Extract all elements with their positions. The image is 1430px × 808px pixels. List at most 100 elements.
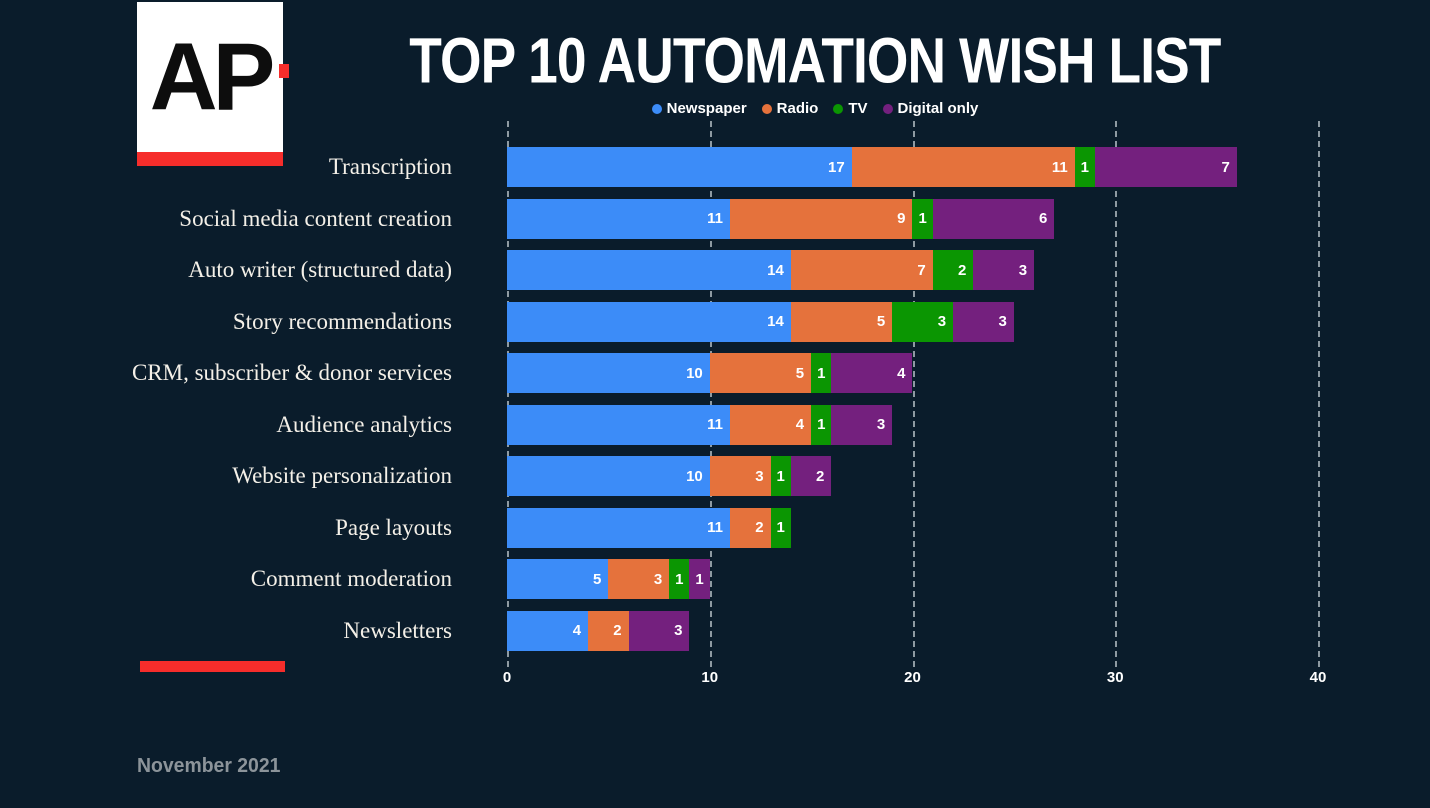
- bar-segment-radio: 3: [709, 456, 771, 496]
- bar-segment-tv: 3: [892, 301, 954, 342]
- category-label-newsletters: Newsletters: [343, 617, 452, 643]
- gridline-10: [709, 121, 712, 667]
- bar-row-newsletters: 4 2 3: [507, 610, 1318, 651]
- gridline-0: [507, 121, 509, 667]
- bar-value-label: 4: [897, 364, 906, 382]
- bar-value-label: 10: [686, 364, 703, 382]
- bar-value-label: 2: [613, 622, 622, 639]
- bar-value-label: 1: [1080, 158, 1089, 176]
- bar-segment-radio: 11: [851, 147, 1075, 187]
- category-label-website-personalization: Website personalization: [232, 463, 452, 488]
- bar-value-label: 3: [1018, 261, 1028, 279]
- bar-value-label: 2: [957, 261, 967, 279]
- red-underline: [140, 661, 285, 672]
- x-tick-label-20: 20: [904, 669, 921, 686]
- bar-value-label: 9: [897, 210, 906, 227]
- x-tick-label-0: 0: [502, 669, 512, 686]
- bar-value-label: 1: [918, 210, 927, 227]
- bar-segment-tv: 1: [1074, 147, 1095, 187]
- bar-value-label: 6: [1039, 210, 1048, 227]
- ap-logo-text: AP: [149, 22, 276, 131]
- bar-value-label: 3: [653, 570, 663, 588]
- ap-logo-red-notch: [279, 64, 289, 78]
- bar-value-label: 1: [817, 364, 826, 382]
- bar-value-label: 1: [817, 416, 826, 433]
- bar-segment-radio: 5: [709, 353, 812, 393]
- bar-segment-tv: 1: [770, 456, 791, 496]
- bar-value-label: 1: [776, 519, 785, 536]
- gridline-40: [1318, 121, 1320, 667]
- bar-segment-radio: 5: [790, 301, 893, 342]
- category-label-page-layouts: Page layouts: [335, 514, 452, 540]
- bar-segment-newspaper: 10: [507, 456, 710, 496]
- legend-item-digital-only: Digital only: [882, 100, 978, 117]
- bar-segment-newspaper: 14: [507, 301, 791, 342]
- bar-row-social-media-content-creation: 11 9 1 6: [507, 198, 1318, 239]
- bar-segment-newspaper: 4: [507, 610, 589, 651]
- legend: Newspaper Radio TV Digital only: [285, 100, 1345, 117]
- bar-segment-radio: 3: [608, 559, 670, 599]
- category-label-story-recommendations: Story recommendations: [232, 308, 452, 334]
- bar-value-label: 2: [755, 519, 764, 536]
- bar-segment-newspaper: 11: [507, 507, 731, 548]
- header: TOP 10 AUTOMATION WISH LIST Newspaper Rad…: [285, 24, 1345, 117]
- bar-value-label: 4: [572, 622, 582, 639]
- bar-segment-newspaper: 17: [507, 147, 852, 187]
- bar-value-label: 1: [695, 570, 704, 588]
- bar-value-label: 1: [776, 467, 785, 485]
- bar-segment-digital-only: 6: [932, 198, 1055, 239]
- bar-value-label: 7: [1221, 158, 1230, 176]
- category-label-comment-moderation: Comment moderation: [250, 566, 452, 591]
- bar-segment-newspaper: 11: [507, 198, 731, 239]
- ap-logo: AP: [137, 2, 289, 166]
- bar-segment-digital-only: 3: [831, 404, 893, 445]
- bar-segment-digital-only: 1: [689, 559, 710, 599]
- bar-value-label: 11: [707, 519, 724, 536]
- bar-segment-digital-only: 3: [973, 250, 1035, 290]
- bar-segment-radio: 9: [730, 198, 913, 239]
- bar-value-label: 7: [917, 261, 926, 279]
- bar-segment-newspaper: 14: [507, 250, 791, 290]
- bar-value-label: 4: [795, 416, 805, 433]
- bar-segment-digital-only: 7: [1094, 147, 1237, 187]
- bar-value-label: 5: [593, 570, 602, 588]
- x-tick-label-40: 40: [1309, 669, 1327, 686]
- bar-value-label: 3: [876, 416, 886, 433]
- bar-row-website-personalization: 10 3 1 2: [507, 456, 1318, 496]
- legend-label: TV: [848, 100, 868, 117]
- legend-item-tv: TV: [833, 100, 868, 117]
- chart-title: TOP 10 AUTOMATION WISH LIST: [409, 25, 1221, 97]
- category-label-social-media-content-creation: Social media content creation: [179, 205, 452, 231]
- bar-segment-tv: 1: [770, 507, 791, 548]
- category-label-audience-analytics: Audience analytics: [276, 411, 452, 437]
- bar-segment-radio: 2: [730, 507, 771, 548]
- legend-label: Radio: [776, 100, 819, 117]
- bar-value-label: 3: [755, 467, 764, 485]
- bar-value-label: 11: [707, 210, 724, 227]
- bar-row-transcription: 17 11 1 7: [507, 147, 1318, 187]
- bar-segment-tv: 1: [912, 198, 933, 239]
- bar-row-story-recommendations: 14 5 3 3: [507, 301, 1318, 342]
- x-tick-label-30: 30: [1106, 669, 1124, 686]
- category-label-auto-writer-structured-data-: Auto writer (structured data): [188, 257, 452, 282]
- bar-segment-newspaper: 10: [507, 353, 710, 393]
- bar-segment-radio: 2: [588, 610, 629, 651]
- bar-segment-digital-only: 2: [790, 456, 832, 496]
- bar-value-label: 3: [674, 622, 683, 639]
- bar-row-auto-writer-structured-data-: 14 7 2 3: [507, 250, 1318, 290]
- bar-value-label: 2: [816, 467, 825, 485]
- bar-value-label: 5: [795, 364, 805, 382]
- legend-dot-digital-only: [882, 103, 893, 114]
- bar-value-label: 11: [1051, 158, 1068, 176]
- legend-item-newspaper: Newspaper: [651, 100, 747, 117]
- legend-label: Newspaper: [666, 100, 747, 117]
- bar-row-audience-analytics: 11 4 1 3: [507, 404, 1318, 445]
- bar-segment-digital-only: 4: [831, 353, 913, 393]
- legend-dot-newspaper: [651, 103, 662, 114]
- bar-segment-newspaper: 5: [507, 559, 609, 599]
- bar-row-crm-subscriber-donor-services: 10 5 1 4: [507, 353, 1318, 393]
- bar-segment-tv: 1: [811, 353, 832, 393]
- bar-segment-newspaper: 11: [507, 404, 731, 445]
